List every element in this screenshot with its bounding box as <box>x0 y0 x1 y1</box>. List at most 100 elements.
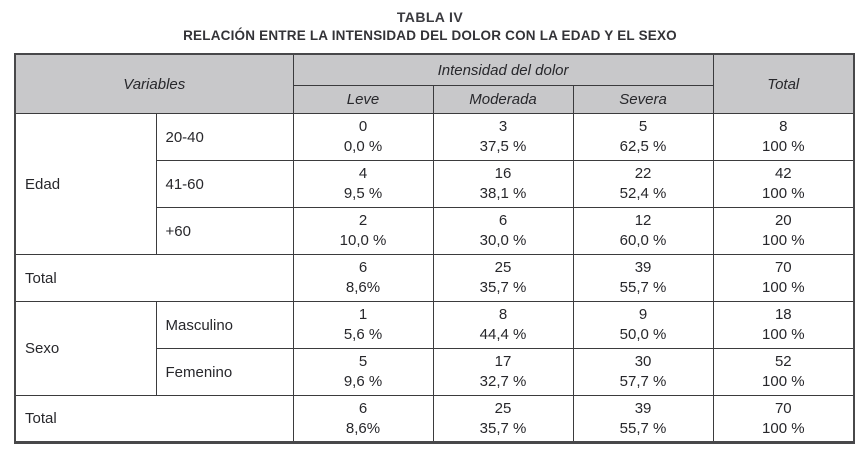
cell-count: 42 <box>774 165 792 182</box>
cell-count: 17 <box>494 353 512 370</box>
cell-percent: 50,0 % <box>619 326 667 343</box>
row-label-total: Total <box>14 254 294 302</box>
cell-percent: 100 % <box>762 138 805 155</box>
cell-percent: 9,6 % <box>343 373 383 390</box>
header-total: Total <box>712 53 855 114</box>
cell-percent: 38,1 % <box>479 185 527 202</box>
cell-percent: 35,7 % <box>479 419 527 437</box>
cell-moderada: 25 35,7 % <box>432 395 574 443</box>
cell-moderada: 17 32,7 % <box>432 348 574 396</box>
row-label: 41-60 <box>155 160 294 208</box>
cell-count: 18 <box>774 306 792 323</box>
cell-moderada: 8 44,4 % <box>432 301 574 349</box>
cell-leve: 5 9,6 % <box>292 348 434 396</box>
cell-count: 6 <box>358 259 368 276</box>
cell-moderada: 3 37,5 % <box>432 113 574 161</box>
table-row-edad-20-40: Edad 20-40 0 0,0 % 3 37,5 % 5 62,5 % 8 100 % <box>14 113 855 255</box>
cell-total: 42 100 % <box>712 160 855 208</box>
cell-percent: 55,7 % <box>619 419 667 437</box>
cell-total: 70 100 % <box>712 254 855 302</box>
cell-total: 70 100 % <box>712 395 855 443</box>
page-title: TABLA IV <box>396 9 464 25</box>
cell-percent: 57,7 % <box>619 373 667 390</box>
cell-severa: 5 62,5 % <box>572 113 714 161</box>
row-group-label-sexo: Sexo <box>14 301 157 396</box>
cell-count: 5 <box>358 353 368 370</box>
cell-severa: 9 50,0 % <box>572 301 714 349</box>
cell-severa: 12 60,0 % <box>572 207 714 255</box>
header-severa: Severa <box>572 85 714 114</box>
cell-count: 39 <box>634 399 652 417</box>
cell-percent: 8,6% <box>345 419 381 437</box>
cell-leve: 1 5,6 % <box>292 301 434 349</box>
row-label: +60 <box>155 207 294 255</box>
cell-total: 52 100 % <box>712 348 855 396</box>
cell-moderada: 6 30,0 % <box>432 207 574 255</box>
table-row-edad-60plus: +60 2 10,0 % 6 30,0 % 12 60,0 % 20 100 % <box>15 207 855 255</box>
cell-count: 0 <box>358 118 368 135</box>
cell-count: 70 <box>774 259 792 276</box>
cell-severa: 39 55,7 % <box>572 254 714 302</box>
cell-count: 4 <box>358 165 368 182</box>
cell-count: 12 <box>634 212 652 229</box>
cell-moderada: 16 38,1 % <box>432 160 574 208</box>
page-subtitle: RELACIÓN ENTRE LA INTENSIDAD DEL DOLOR C… <box>183 28 677 43</box>
cell-count: 2 <box>358 212 368 229</box>
cell-count: 39 <box>634 259 652 276</box>
row-label-total: Total <box>14 395 294 443</box>
cell-leve: 6 8,6% <box>292 395 434 443</box>
cell-count: 8 <box>779 118 788 135</box>
cell-percent: 10,0 % <box>339 232 387 249</box>
cell-count: 9 <box>638 306 648 323</box>
row-label: Masculino <box>155 301 294 349</box>
cell-percent: 60,0 % <box>619 232 667 249</box>
header-row-levels: Leve Moderada Severa <box>15 85 854 114</box>
cell-count: 5 <box>638 118 648 135</box>
cell-count: 3 <box>498 118 508 135</box>
cell-total: 20 100 % <box>712 207 855 255</box>
cell-percent: 32,7 % <box>479 373 527 390</box>
cell-count: 70 <box>774 399 792 417</box>
cell-percent: 8,6% <box>345 279 381 296</box>
cell-leve: 0 0,0 % <box>292 113 434 161</box>
row-label: Femenino <box>155 348 294 396</box>
cell-count: 25 <box>494 259 512 276</box>
cell-moderada: 25 35,7 % <box>432 254 574 302</box>
cell-percent: 52,4 % <box>619 185 667 202</box>
cell-percent: 100 % <box>762 373 805 390</box>
cell-count: 16 <box>494 165 512 182</box>
table-row-sexo-masculino: Sexo Masculino 1 5,6 % 8 44,4 % 9 50,0 % 18… <box>14 301 855 396</box>
cell-percent: 5,6 % <box>343 326 383 343</box>
header-leve: Leve <box>292 85 434 114</box>
header-variables: Variables <box>14 53 294 114</box>
header-moderada: Moderada <box>432 85 574 114</box>
cell-percent: 62,5 % <box>619 138 667 155</box>
cell-count: 30 <box>634 353 652 370</box>
table-row-sexo-total: Total 6 8,6% 25 35,7 % 39 55,7 % 70 100 % <box>14 395 855 443</box>
table-row-edad-41-60: 41-60 4 9,5 % 16 38,1 % 22 52,4 % 42 100 % <box>15 160 855 208</box>
row-label: 20-40 <box>155 113 294 161</box>
cell-count: 1 <box>358 306 368 323</box>
cell-percent: 37,5 % <box>479 138 527 155</box>
cell-count: 6 <box>358 399 368 417</box>
row-group-label-edad: Edad <box>14 113 157 255</box>
cell-percent: 100 % <box>762 279 805 296</box>
header-row-group: Variables Intensidad del dolor Total <box>14 53 855 114</box>
cell-count: 6 <box>498 212 508 229</box>
cell-percent: 44,4 % <box>479 326 527 343</box>
cell-percent: 35,7 % <box>479 279 527 296</box>
cell-count: 20 <box>774 212 792 229</box>
table-row-edad-total: Total 6 8,6% 25 35,7 % 39 55,7 % 70 100 % <box>14 254 855 302</box>
cell-leve: 2 10,0 % <box>292 207 434 255</box>
cell-total: 8 100 % <box>712 113 855 161</box>
cell-count: 22 <box>634 165 652 182</box>
cell-count: 8 <box>498 306 508 323</box>
cell-count: 25 <box>494 399 512 417</box>
data-table: Variables Intensidad del dolor Total Lev… <box>14 53 856 444</box>
header-intensity-group: Intensidad del dolor <box>292 53 714 86</box>
cell-percent: 30,0 % <box>479 232 527 249</box>
cell-count: 52 <box>774 353 792 370</box>
cell-percent: 100 % <box>762 326 805 343</box>
cell-percent: 55,7 % <box>619 279 667 296</box>
